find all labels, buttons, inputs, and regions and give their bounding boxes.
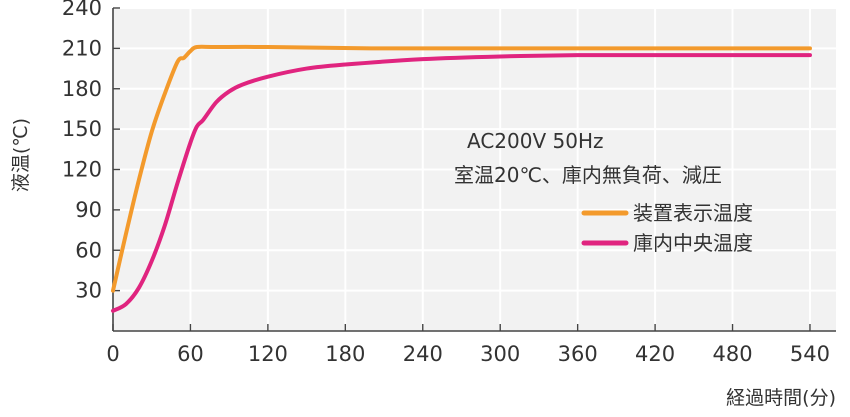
- x-tick-label: 180: [325, 342, 365, 366]
- y-axis-title: 液温(℃): [10, 118, 32, 192]
- x-tick-label: 120: [248, 342, 288, 366]
- x-tick-label: 240: [403, 342, 443, 366]
- y-tick-label: 30: [75, 279, 102, 303]
- y-tick-label: 180: [62, 77, 102, 101]
- x-tick-label: 540: [790, 342, 830, 366]
- x-tick-label: 420: [635, 342, 675, 366]
- y-axis: 30 60 90 120 150 180 210 240: [62, 0, 120, 303]
- x-axis: 0 60 120 180 240 300 360 420 480 540: [106, 324, 830, 366]
- annotation-line-2: 室温20℃、庫内無負荷、減圧: [454, 163, 722, 187]
- y-tick-label: 210: [62, 36, 102, 60]
- x-axis-title: 経過時間(分): [726, 387, 836, 409]
- series-line-display-temp: [111, 44, 812, 293]
- annotation-line-1: AC200V 50Hz: [467, 129, 604, 153]
- y-tick-label: 120: [62, 158, 102, 182]
- x-tick-label: 480: [712, 342, 752, 366]
- legend-label-center-temp: 庫内中央温度: [633, 231, 753, 255]
- legend: 装置表示温度 庫内中央温度: [581, 201, 753, 255]
- legend-label-display-temp: 装置表示温度: [633, 201, 753, 225]
- x-tick-label: 300: [480, 342, 520, 366]
- x-tick-label: 0: [106, 342, 119, 366]
- series-lines: [111, 44, 812, 313]
- series-line-center-temp: [111, 53, 812, 313]
- y-tick-label: 150: [62, 117, 102, 141]
- x-tick-label: 60: [177, 342, 204, 366]
- y-tick-label: 240: [62, 0, 102, 20]
- x-tick-label: 360: [558, 342, 598, 366]
- y-tick-label: 60: [75, 238, 102, 262]
- gridlines: [112, 7, 836, 332]
- y-tick-label: 90: [75, 198, 102, 222]
